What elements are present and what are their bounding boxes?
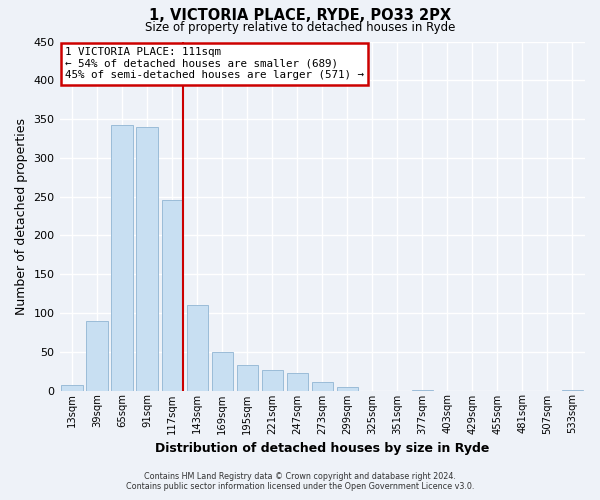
- Bar: [112, 126, 133, 390]
- X-axis label: Distribution of detached houses by size in Ryde: Distribution of detached houses by size …: [155, 442, 490, 455]
- Text: 1 VICTORIA PLACE: 111sqm
← 54% of detached houses are smaller (689)
45% of semi-: 1 VICTORIA PLACE: 111sqm ← 54% of detach…: [65, 47, 364, 80]
- Bar: [187, 305, 208, 390]
- Bar: [311, 382, 333, 390]
- Bar: [161, 200, 183, 390]
- Text: 1, VICTORIA PLACE, RYDE, PO33 2PX: 1, VICTORIA PLACE, RYDE, PO33 2PX: [149, 8, 451, 22]
- Bar: [212, 352, 233, 391]
- Bar: [337, 386, 358, 390]
- Bar: [262, 370, 283, 390]
- Y-axis label: Number of detached properties: Number of detached properties: [15, 118, 28, 314]
- Bar: [236, 365, 258, 390]
- Text: Size of property relative to detached houses in Ryde: Size of property relative to detached ho…: [145, 21, 455, 34]
- Bar: [86, 322, 108, 390]
- Text: Contains HM Land Registry data © Crown copyright and database right 2024.
Contai: Contains HM Land Registry data © Crown c…: [126, 472, 474, 491]
- Bar: [287, 374, 308, 390]
- Bar: [61, 385, 83, 390]
- Bar: [136, 127, 158, 390]
